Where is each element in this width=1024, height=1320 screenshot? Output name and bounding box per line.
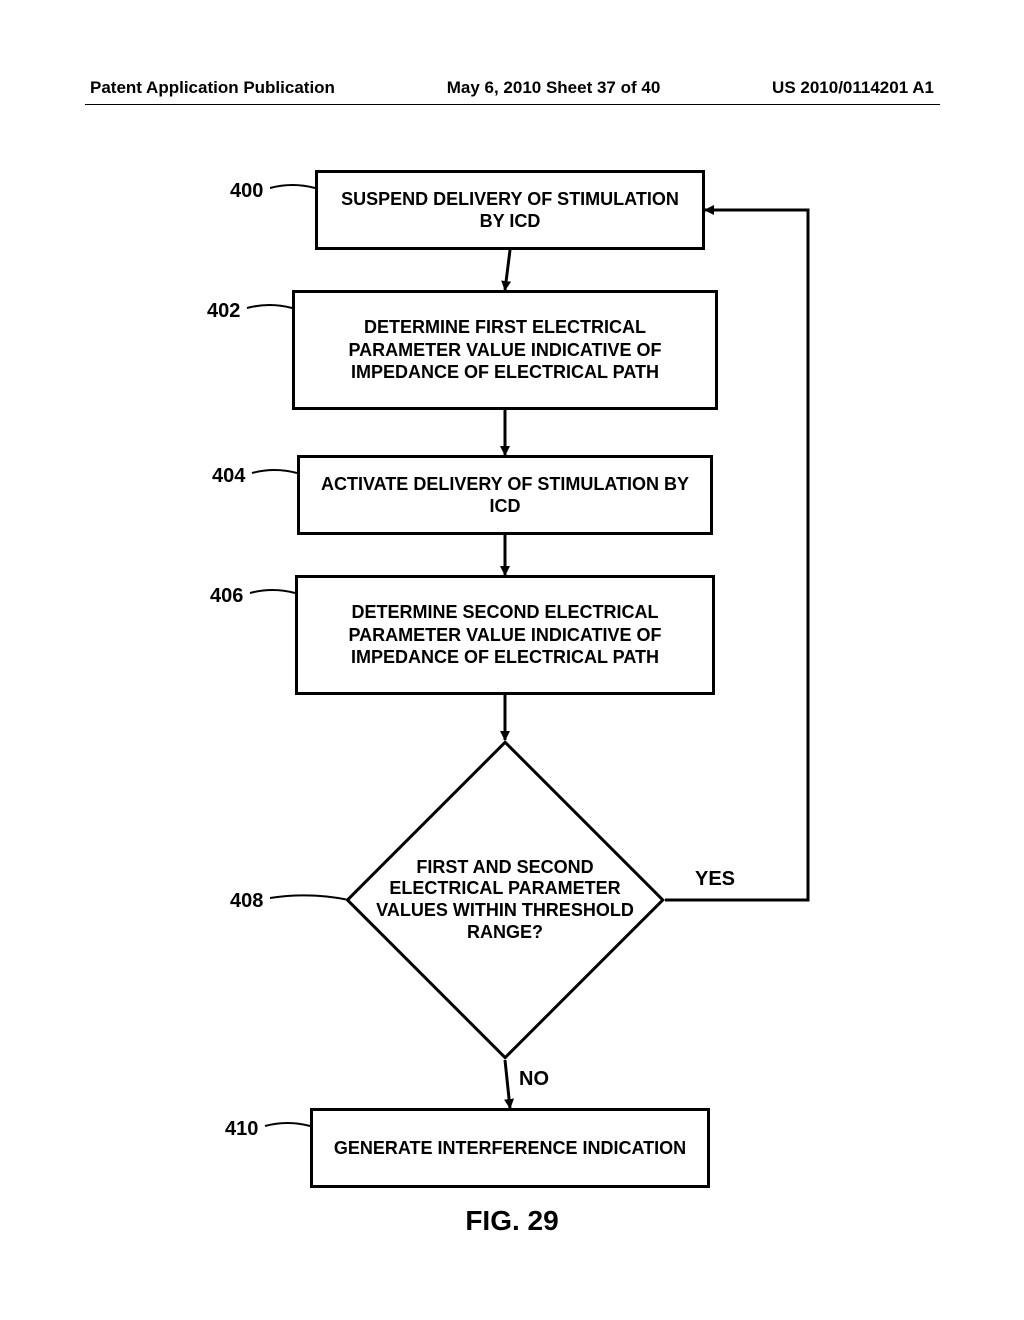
header-left: Patent Application Publication xyxy=(90,78,335,98)
ref-label-408: 408 xyxy=(230,890,263,913)
ref-label-402: 402 xyxy=(207,300,240,323)
header-center: May 6, 2010 Sheet 37 of 40 xyxy=(447,78,661,98)
flowchart-box-402: DETERMINE FIRST ELECTRICAL PARAMETER VAL… xyxy=(292,290,718,410)
edge-label-yes: YES xyxy=(695,868,735,891)
flowchart-box-400: SUSPEND DELIVERY OF STIMULATION BY ICD xyxy=(315,170,705,250)
ref-label-404: 404 xyxy=(212,465,245,488)
header-right: US 2010/0114201 A1 xyxy=(772,78,934,98)
page-header: Patent Application Publication May 6, 20… xyxy=(0,78,1024,98)
flowchart-box-text: SUSPEND DELIVERY OF STIMULATION BY ICD xyxy=(330,188,690,233)
flowchart-decision-text: FIRST AND SECOND ELECTRICAL PARAMETER VA… xyxy=(345,740,665,1060)
flowchart-box-text: DETERMINE FIRST ELECTRICAL PARAMETER VAL… xyxy=(307,316,703,384)
flowchart-decision-408: FIRST AND SECOND ELECTRICAL PARAMETER VA… xyxy=(345,740,665,1060)
flowchart-box-404: ACTIVATE DELIVERY OF STIMULATION BY ICD xyxy=(297,455,713,535)
flowchart-box-text: ACTIVATE DELIVERY OF STIMULATION BY ICD xyxy=(312,473,698,518)
flowchart-box-text: DETERMINE SECOND ELECTRICAL PARAMETER VA… xyxy=(310,601,700,669)
flowchart-box-410: GENERATE INTERFERENCE INDICATION xyxy=(310,1108,710,1188)
ref-label-410: 410 xyxy=(225,1118,258,1141)
flowchart-box-text: GENERATE INTERFERENCE INDICATION xyxy=(334,1137,686,1160)
edge-label-no: NO xyxy=(519,1068,549,1091)
header-rule xyxy=(85,104,940,105)
figure-caption: FIG. 29 xyxy=(0,1205,1024,1237)
ref-label-400: 400 xyxy=(230,180,263,203)
flowchart-box-406: DETERMINE SECOND ELECTRICAL PARAMETER VA… xyxy=(295,575,715,695)
ref-label-406: 406 xyxy=(210,585,243,608)
